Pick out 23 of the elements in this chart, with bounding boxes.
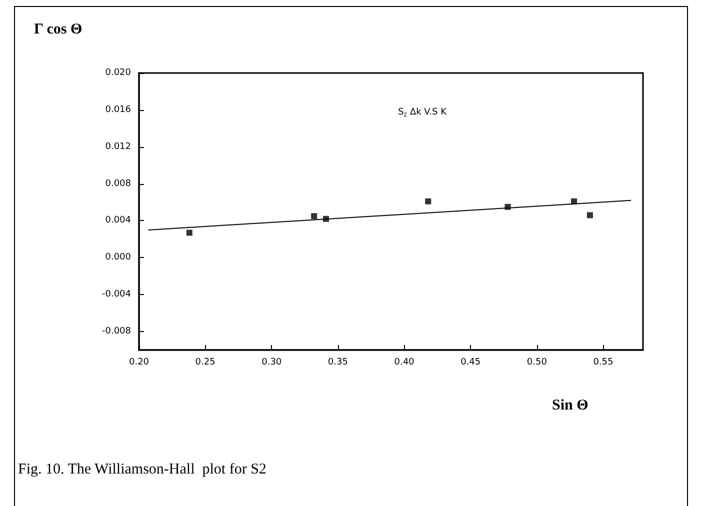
y-tick-label: 0.004 [105, 216, 132, 226]
y-tick-label: 0.012 [105, 142, 131, 152]
x-tick-label: 0.55 [593, 358, 614, 368]
x-tick-label: 0.25 [195, 358, 216, 368]
y-tick-label: 0.000 [105, 252, 132, 263]
x-axis-title: Sin Θ [552, 398, 588, 414]
x-tick-label: 0.45 [460, 358, 481, 368]
y-tick-label: 0.020 [105, 68, 132, 78]
point [586, 212, 593, 218]
x-tick-label: 0.30 [262, 358, 282, 368]
y-tick-label: -0.004 [102, 290, 132, 300]
point [425, 198, 432, 204]
x-tick-label: 0.20 [128, 358, 150, 368]
point [311, 213, 318, 220]
x-tick-label: 0.50 [526, 358, 548, 368]
point [186, 230, 192, 236]
y-tick-label: 0.016 [105, 104, 132, 115]
y-axis-title: Γ cos Θ [34, 22, 82, 38]
x-tick-label: 0.35 [328, 358, 348, 368]
caption: Fig. 10. The Williamson-Hall plot for S2 [18, 462, 266, 478]
x-tick-label: 0.40 [394, 358, 415, 368]
y-tick-label: -0.008 [102, 326, 132, 337]
y-tick-label: 0.008 [105, 178, 132, 189]
